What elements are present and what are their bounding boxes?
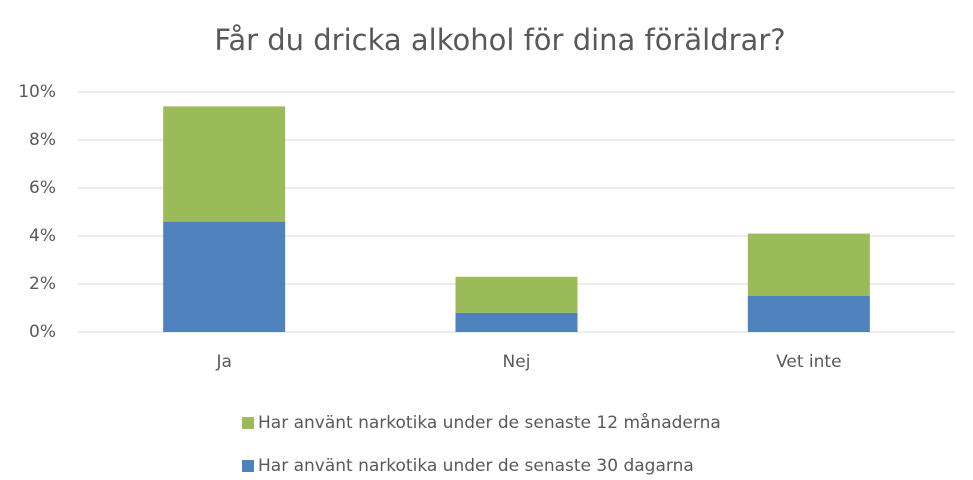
y-tick-label: 4% (29, 226, 56, 246)
chart-title: Får du dricka alkohol för dina föräldrar… (214, 23, 785, 57)
bar-segment (747, 296, 870, 332)
bar-segment (455, 276, 578, 313)
y-tick-label: 10% (18, 82, 56, 102)
legend-swatch (242, 417, 254, 429)
legend-label: Har använt narkotika under de senaste 12… (258, 412, 721, 433)
bar-segment (455, 312, 578, 332)
y-tick-label: 2% (29, 274, 56, 294)
bar-segment (163, 221, 286, 332)
legend-swatch (242, 460, 254, 472)
y-tick-label: 6% (29, 178, 56, 198)
x-tick-label: Ja (215, 352, 231, 372)
bar-segment (163, 106, 286, 222)
legend-label: Har använt narkotika under de senaste 30… (258, 456, 694, 476)
y-tick-label: 8% (29, 130, 56, 150)
x-tick-label: Nej (503, 352, 531, 372)
y-tick-label: 0% (29, 322, 56, 342)
x-tick-label: Vet inte (776, 352, 841, 372)
bar-segment (747, 233, 870, 296)
